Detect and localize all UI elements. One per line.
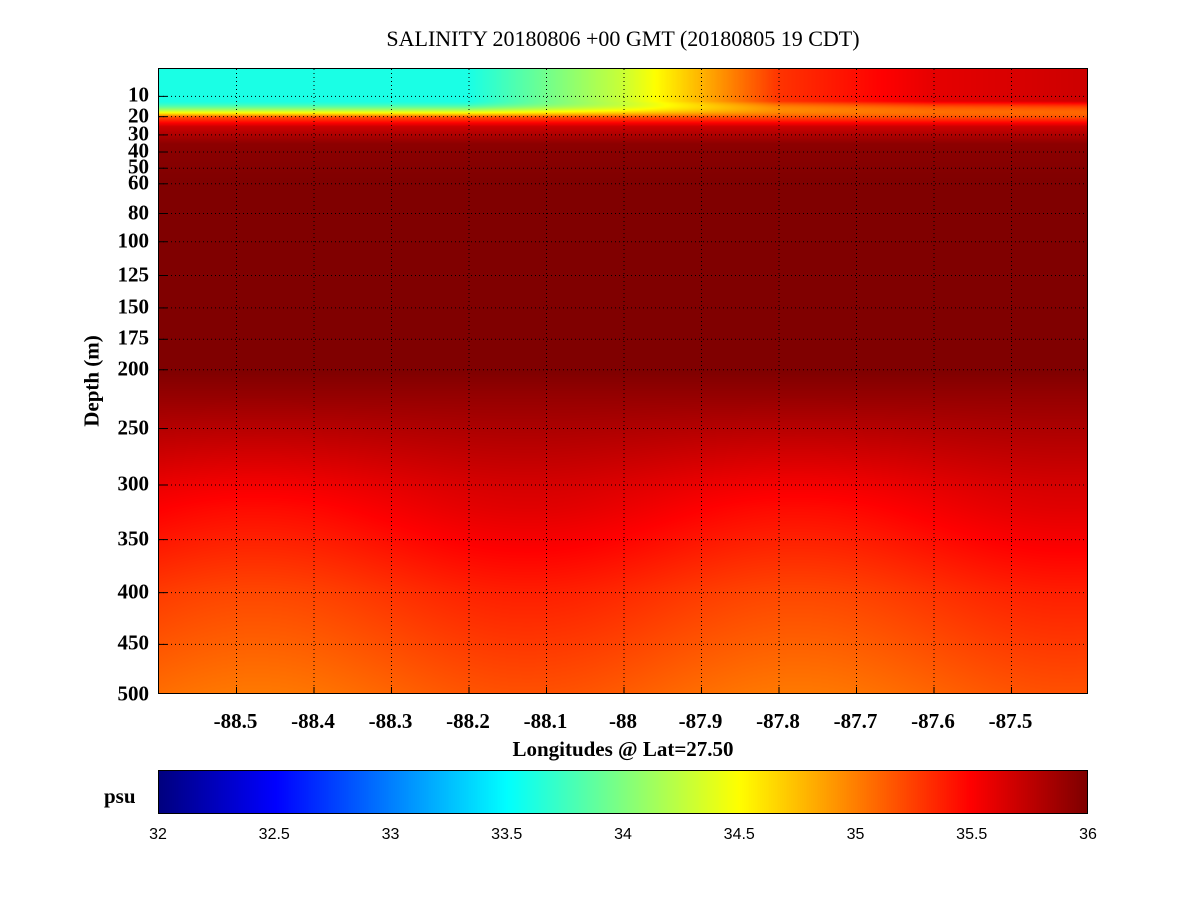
plot-area <box>158 68 1088 694</box>
chart-title: SALINITY 20180806 +00 GMT (20180805 19 C… <box>386 26 860 51</box>
y-tick-label: 50 <box>128 154 149 179</box>
colorbar-tick-label: 36 <box>1079 826 1097 843</box>
y-tick-label: 500 <box>117 681 150 706</box>
colorbar-tick-label: 35.5 <box>956 826 988 843</box>
x-tick-label: -87.9 <box>678 709 723 733</box>
x-tick-label: -87.5 <box>988 709 1033 733</box>
y-tick-label: 30 <box>128 121 149 146</box>
colorbar-tick-label: 34 <box>614 826 632 843</box>
x-tick-label: -88.2 <box>446 709 490 733</box>
x-tick-label: -87.7 <box>833 709 878 733</box>
x-tick-label: -88.4 <box>291 709 335 733</box>
y-tick-label: 150 <box>117 294 150 319</box>
x-tick-label: -87.8 <box>756 709 800 733</box>
colorbar <box>158 770 1088 814</box>
colorbar-tick-label: 35 <box>846 826 865 843</box>
y-tick-label: 100 <box>117 228 150 253</box>
y-axis-label: Depth (m) <box>79 335 104 427</box>
grid-lines <box>159 69 1087 693</box>
y-tick-label: 450 <box>117 630 150 655</box>
colorbar-tick-label: 32.5 <box>258 826 290 843</box>
y-tick-label: 400 <box>117 579 150 604</box>
y-tick-label: 20 <box>128 103 149 128</box>
y-tick-label: 125 <box>117 262 150 286</box>
colorbar-tick-label: 32 <box>149 826 167 843</box>
y-tick-label: 250 <box>117 415 150 440</box>
x-tick-label: -88.5 <box>213 709 258 733</box>
colorbar-tick-label: 33 <box>381 826 400 843</box>
colorbar-tick-label: 33.5 <box>491 826 523 843</box>
x-tick-label: -88.1 <box>523 709 568 733</box>
y-tick-label: 10 <box>128 82 149 107</box>
y-tick-label: 60 <box>128 170 149 195</box>
x-tick-label: -88 <box>609 709 637 733</box>
y-tick-label: 200 <box>117 356 150 381</box>
colorbar-unit-label: psu <box>104 784 136 808</box>
y-tick-label: 175 <box>117 325 150 350</box>
x-tick-label: -88.3 <box>368 709 413 733</box>
y-tick-label: 300 <box>117 471 150 496</box>
x-tick-label: -87.6 <box>911 709 955 733</box>
y-tick-label: 350 <box>117 526 150 551</box>
colorbar-tick-label: 34.5 <box>723 826 755 843</box>
y-tick-label: 80 <box>128 200 149 224</box>
y-tick-label: 40 <box>128 138 149 163</box>
x-axis-label: Longitudes @ Lat=27.50 <box>512 737 734 761</box>
